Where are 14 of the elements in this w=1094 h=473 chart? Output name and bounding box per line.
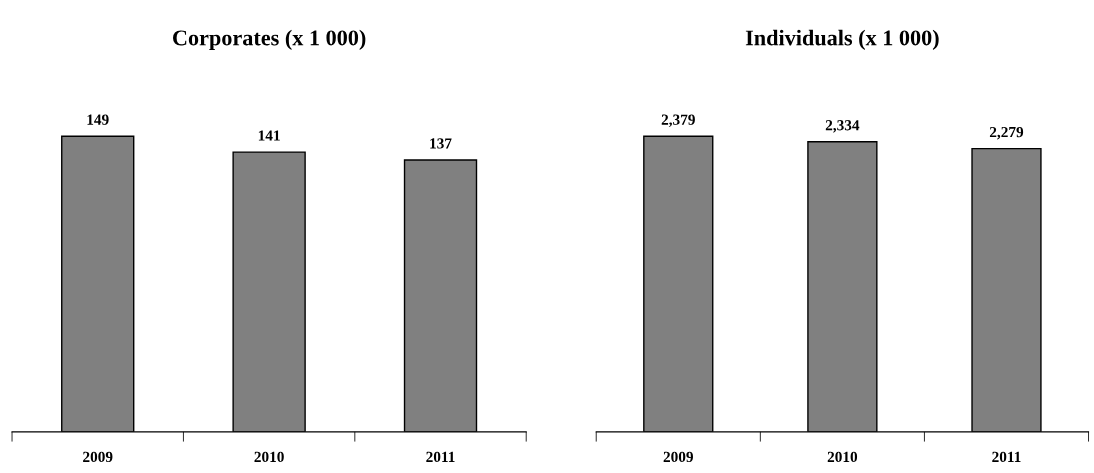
x-tick-label: 2011 xyxy=(992,451,1021,463)
data-label: 137 xyxy=(430,138,452,149)
x-tick-label: 2010 xyxy=(827,451,858,463)
data-label: 2,279 xyxy=(989,126,1024,140)
data-label: 2,379 xyxy=(661,114,695,127)
chart-title: Individuals (x 1 000) xyxy=(745,29,939,50)
data-label: 149 xyxy=(87,114,109,125)
x-tick-label: 2010 xyxy=(254,451,284,463)
data-label: 141 xyxy=(258,130,280,141)
x-tick-label: 2009 xyxy=(663,451,694,463)
x-tick-label: 2011 xyxy=(426,451,455,463)
data-label: 2,334 xyxy=(825,120,860,133)
x-tick-label: 2009 xyxy=(83,451,113,463)
chart-title: Corporates (x 1 000) xyxy=(173,29,366,50)
